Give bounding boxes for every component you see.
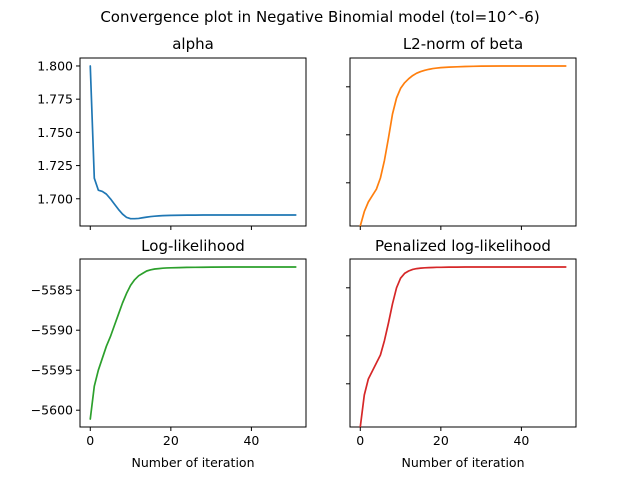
series-line xyxy=(359,266,567,428)
plot-frame xyxy=(79,57,307,227)
subplot-title: Log-likelihood xyxy=(141,237,245,255)
plot-frame xyxy=(349,258,577,428)
subplot-penalized-log-likelihood: Penalized log-likelihood Number of itera… xyxy=(346,237,577,470)
subplot-title: Penalized log-likelihood xyxy=(375,237,551,255)
plot-frame xyxy=(349,57,577,227)
series-line xyxy=(89,65,297,220)
subplot-log-likelihood: Log-likelihood Number of iteration 0 20 40… xyxy=(31,237,307,470)
x-tick-label: 0 xyxy=(356,433,364,448)
y-tick-label: −5600 xyxy=(31,403,73,418)
x-axis-label: Number of iteration xyxy=(401,455,524,470)
subplot-alpha: alpha 1.700 1.725 1.750 1.775 1.800 xyxy=(37,35,307,230)
plot-frame xyxy=(79,258,307,428)
subplot-title: alpha xyxy=(172,35,214,53)
x-tick-label: 40 xyxy=(513,433,529,448)
y-tick-label: 1.800 xyxy=(37,58,73,73)
x-tick-label: 20 xyxy=(433,433,449,448)
y-tick-label: 1.725 xyxy=(37,158,73,173)
y-tick-label: −5585 xyxy=(31,283,73,298)
x-tick-label: 0 xyxy=(86,433,94,448)
y-tick-label: 1.750 xyxy=(37,125,73,140)
y-tick-label: 1.775 xyxy=(37,92,73,107)
x-axis-label: Number of iteration xyxy=(131,455,254,470)
subplot-title: L2-norm of beta xyxy=(403,35,523,53)
series-line xyxy=(359,65,567,227)
x-tick-label: 40 xyxy=(243,433,259,448)
y-tick-label: −5590 xyxy=(31,323,73,338)
series-line xyxy=(89,266,297,420)
y-tick-label: 1.700 xyxy=(37,191,73,206)
x-tick-label: 20 xyxy=(163,433,179,448)
figure-title: Convergence plot in Negative Binomial mo… xyxy=(100,8,539,26)
subplot-l2-norm-of-beta: L2-norm of beta xyxy=(346,35,577,230)
y-tick-label: −5595 xyxy=(31,363,73,378)
